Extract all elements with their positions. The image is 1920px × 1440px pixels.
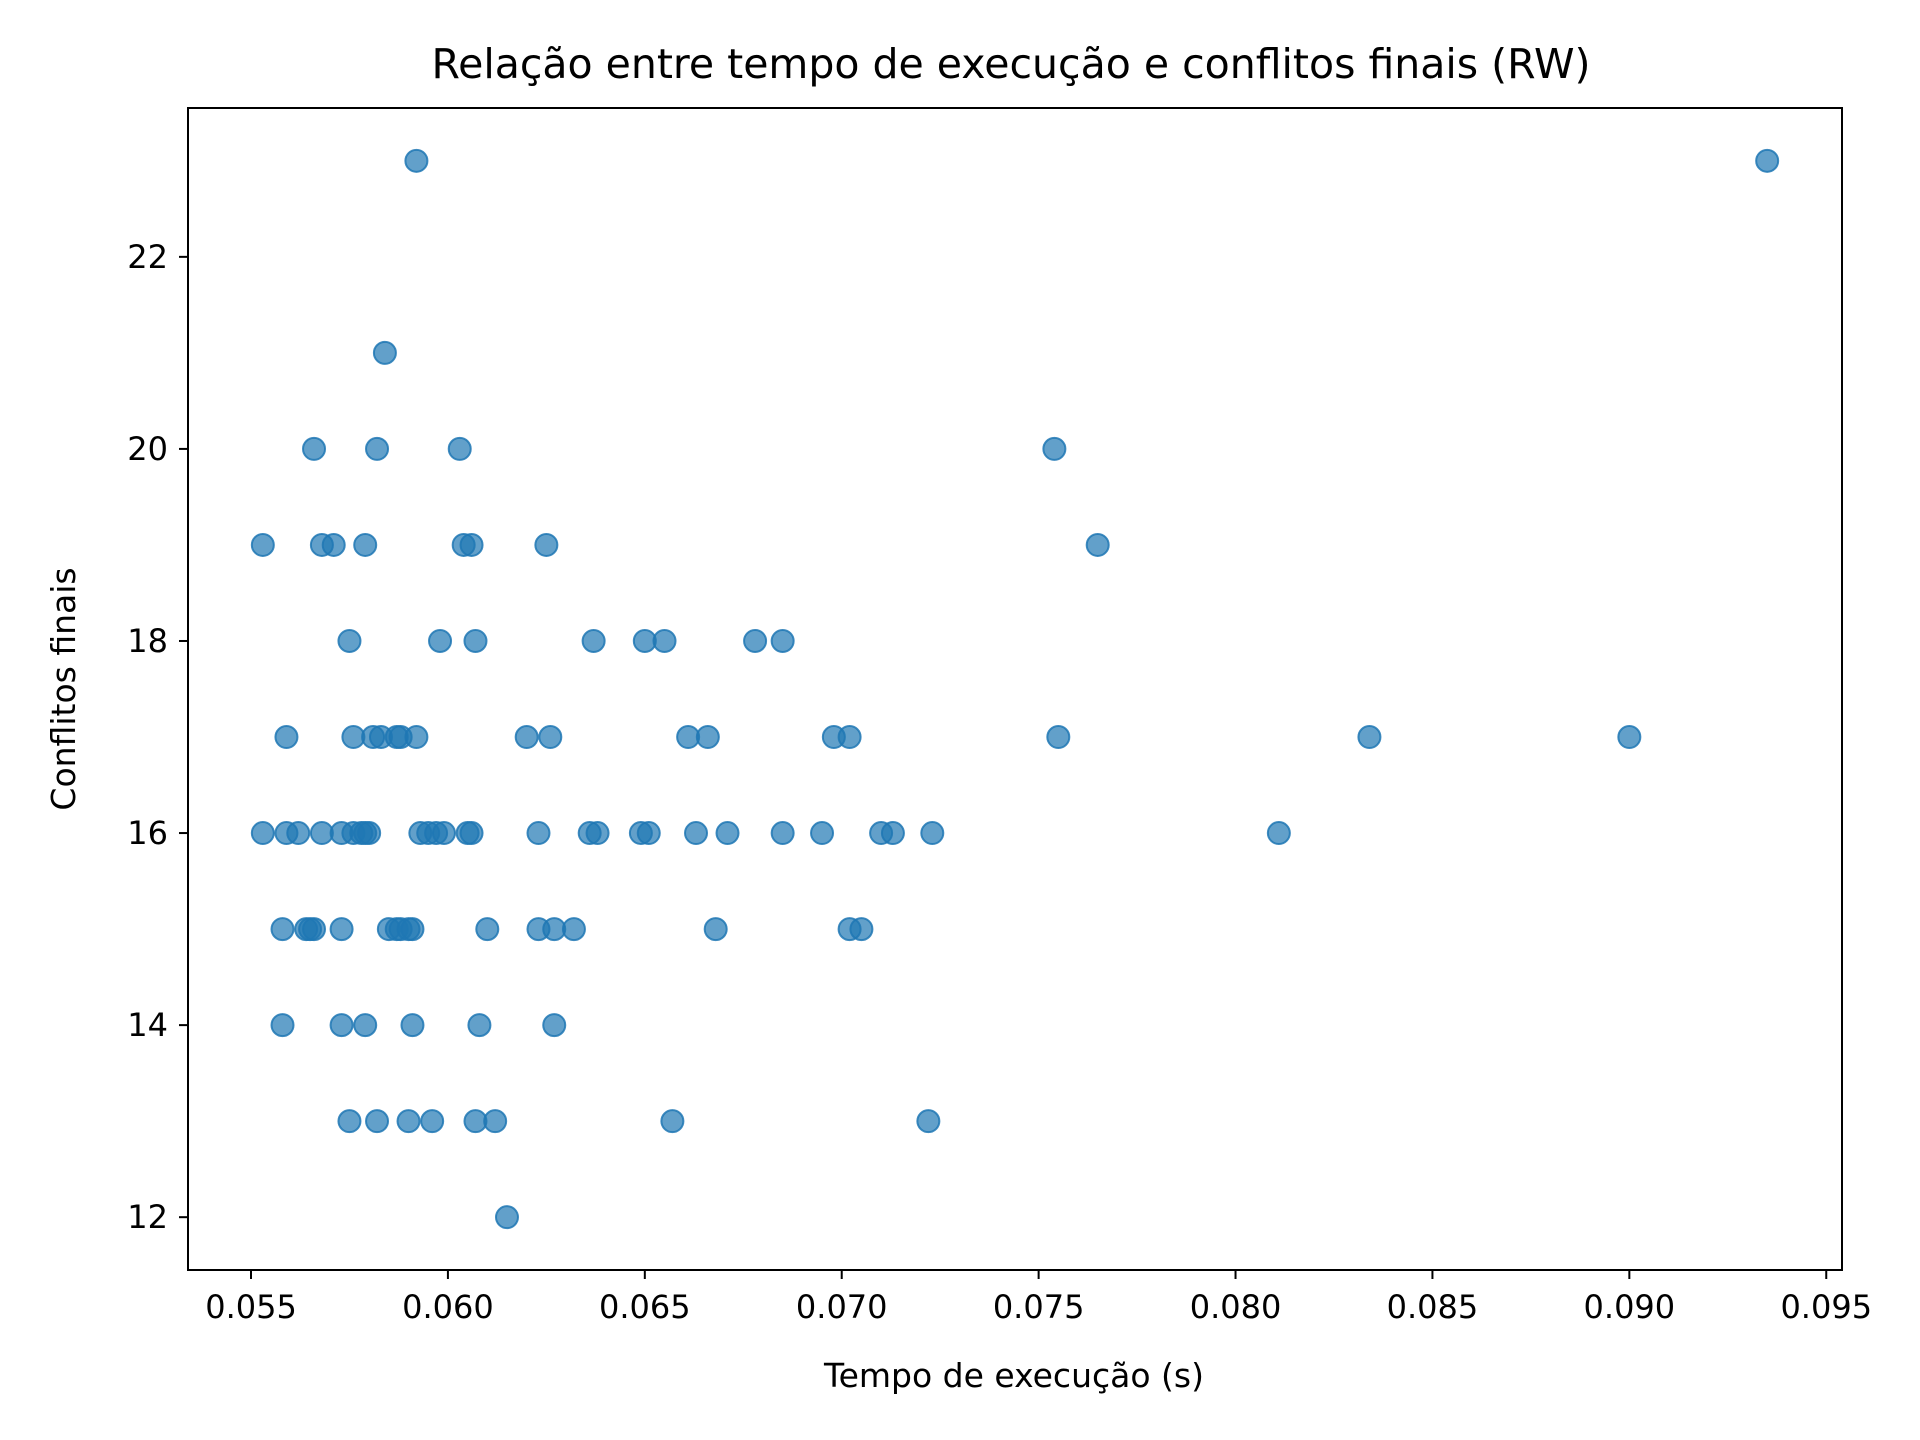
data-point	[459, 532, 484, 557]
data-point	[810, 821, 835, 846]
y-axis-title: Conflitos finais	[44, 567, 83, 810]
x-tick-label: 0.060	[402, 1288, 494, 1326]
data-point	[1042, 436, 1067, 461]
x-tick-label: 0.065	[599, 1288, 691, 1326]
data-point	[534, 532, 559, 557]
data-point	[400, 1013, 425, 1038]
data-point	[715, 821, 740, 846]
data-point	[652, 628, 677, 653]
x-tick-label: 0.085	[1387, 1288, 1479, 1326]
x-tick-label: 0.095	[1780, 1288, 1872, 1326]
data-point	[1266, 821, 1291, 846]
data-point	[270, 1013, 295, 1038]
data-point	[337, 1109, 362, 1134]
data-point	[321, 532, 346, 557]
x-tick-label: 0.070	[796, 1288, 888, 1326]
chart-title: Relação entre tempo de execução e confli…	[431, 40, 1590, 88]
y-axis-ticks: 12 14 16 18 20 22	[127, 238, 188, 1236]
data-point	[329, 1013, 354, 1038]
data-point	[880, 821, 905, 846]
data-point	[1755, 148, 1780, 173]
data-point	[1085, 532, 1110, 557]
data-point	[329, 917, 354, 942]
data-point	[400, 917, 425, 942]
data-point	[467, 1013, 492, 1038]
data-point	[703, 917, 728, 942]
data-point	[916, 1109, 941, 1134]
data-point	[337, 628, 362, 653]
data-point	[250, 532, 275, 557]
data-point	[743, 628, 768, 653]
data-point	[286, 821, 311, 846]
data-point	[695, 725, 720, 750]
data-point	[849, 917, 874, 942]
data-point	[302, 436, 327, 461]
data-point	[581, 628, 606, 653]
data-point	[353, 1013, 378, 1038]
x-tick-label: 0.055	[205, 1288, 297, 1326]
data-point	[684, 821, 709, 846]
data-point	[494, 1205, 519, 1230]
data-point	[428, 628, 453, 653]
data-point	[483, 1109, 508, 1134]
data-point	[1046, 725, 1071, 750]
y-tick-label: 16	[127, 814, 168, 852]
x-axis-ticks: 0.055 0.060 0.065 0.070 0.075 0.080 0.085 0.090…	[205, 1270, 1872, 1326]
x-tick-label: 0.075	[993, 1288, 1085, 1326]
data-point	[770, 821, 795, 846]
data-point	[770, 628, 795, 653]
x-tick-label: 0.090	[1584, 1288, 1676, 1326]
plot-area-frame	[187, 107, 1843, 1271]
data-point	[270, 917, 295, 942]
data-point	[561, 917, 586, 942]
data-points	[250, 148, 1780, 1230]
data-point	[353, 532, 378, 557]
data-point	[274, 725, 299, 750]
data-point	[404, 148, 429, 173]
data-point	[365, 436, 390, 461]
y-tick-label: 22	[127, 238, 168, 276]
data-point	[372, 340, 397, 365]
data-point	[585, 821, 610, 846]
data-point	[396, 1109, 421, 1134]
data-point	[447, 436, 472, 461]
data-point	[365, 1109, 390, 1134]
data-point	[459, 821, 484, 846]
data-point	[475, 917, 500, 942]
data-point	[357, 821, 382, 846]
data-point	[1617, 725, 1642, 750]
data-point	[463, 628, 488, 653]
data-point	[404, 725, 429, 750]
x-axis-title: Tempo de execução (s)	[823, 1356, 1204, 1395]
y-tick-label: 18	[127, 622, 168, 660]
data-point	[420, 1109, 445, 1134]
data-point	[431, 821, 456, 846]
x-tick-label: 0.080	[1190, 1288, 1282, 1326]
y-tick-label: 12	[127, 1198, 168, 1236]
data-point	[920, 821, 945, 846]
data-point	[538, 725, 563, 750]
y-tick-label: 20	[127, 430, 168, 468]
data-point	[526, 821, 551, 846]
data-point	[636, 821, 661, 846]
data-point	[660, 1109, 685, 1134]
data-point	[542, 1013, 567, 1038]
data-point	[514, 725, 539, 750]
data-point	[837, 725, 862, 750]
data-point	[250, 821, 275, 846]
data-point	[1357, 725, 1382, 750]
y-tick-label: 14	[127, 1006, 168, 1044]
data-point	[302, 917, 327, 942]
